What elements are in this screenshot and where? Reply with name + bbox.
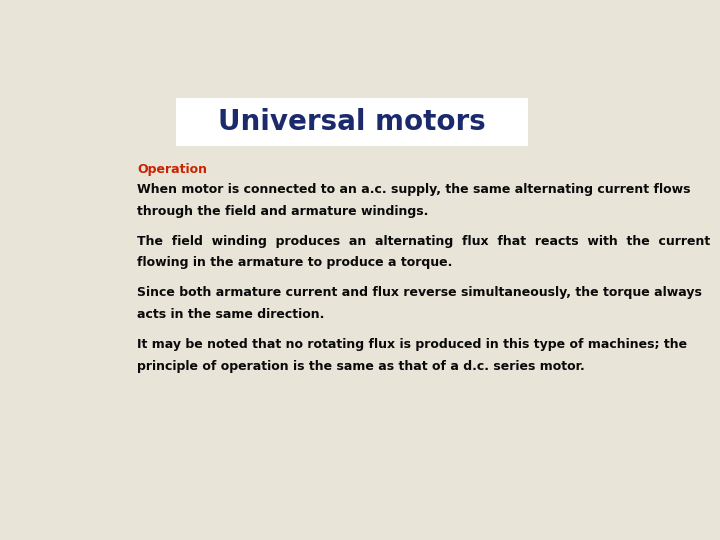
- Text: acts in the same direction.: acts in the same direction.: [138, 308, 325, 321]
- Text: through the field and armature windings.: through the field and armature windings.: [138, 205, 429, 218]
- Text: flowing in the armature to produce a torque.: flowing in the armature to produce a tor…: [138, 256, 453, 269]
- Text: principle of operation is the same as that of a d.c. series motor.: principle of operation is the same as th…: [138, 360, 585, 373]
- FancyBboxPatch shape: [176, 98, 528, 146]
- Text: Universal motors: Universal motors: [218, 108, 486, 136]
- Text: It may be noted that no rotating flux is produced in this type of machines; the: It may be noted that no rotating flux is…: [138, 338, 688, 351]
- Text: Since both armature current and flux reverse simultaneously, the torque always: Since both armature current and flux rev…: [138, 286, 702, 299]
- Text: When motor is connected to an a.c. supply, the same alternating current flows: When motor is connected to an a.c. suppl…: [138, 183, 691, 197]
- Text: Operation: Operation: [138, 163, 207, 176]
- Text: The  field  winding  produces  an  alternating  flux  fhat  reacts  with  the  c: The field winding produces an alternatin…: [138, 235, 711, 248]
